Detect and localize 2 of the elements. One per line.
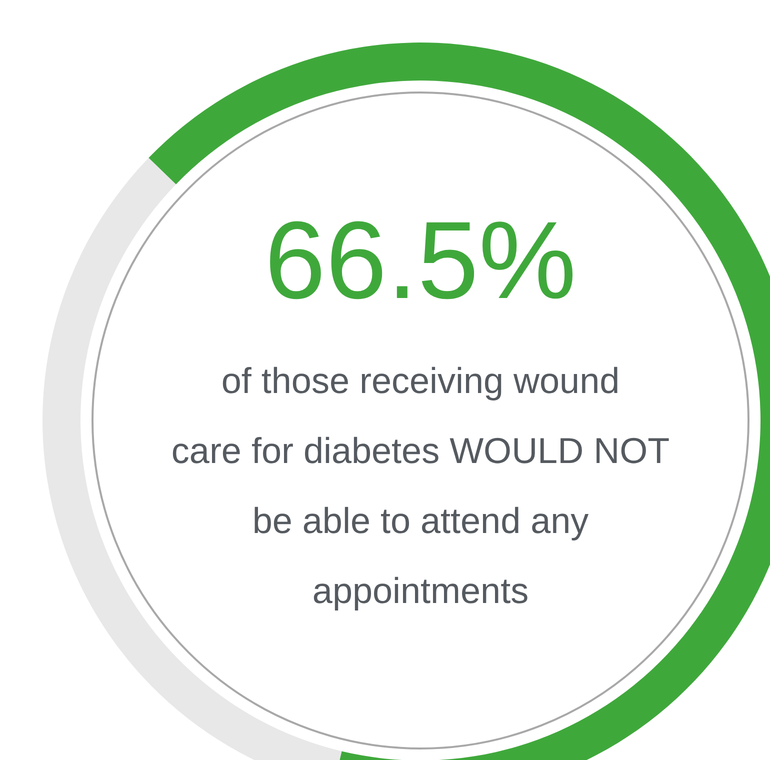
data-label: 66.5% xyxy=(264,199,576,322)
text: of those receiving wound care for diabetes WOULD NOT be able to attend any appointments xyxy=(171,360,670,611)
